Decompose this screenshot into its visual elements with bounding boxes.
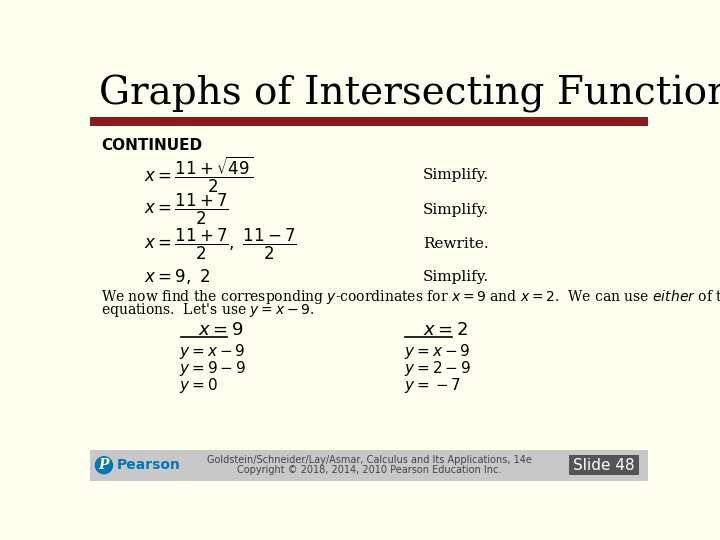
Text: $x = \dfrac{11 + \sqrt{49}}{2}$: $x = \dfrac{11 + \sqrt{49}}{2}$ xyxy=(144,155,253,195)
Text: $x = 9,\ 2$: $x = 9,\ 2$ xyxy=(144,267,210,286)
Text: $y = 9 - 9$: $y = 9 - 9$ xyxy=(179,359,246,377)
Text: Simplify.: Simplify. xyxy=(423,269,490,284)
Text: $x = \dfrac{11+7}{2},\ \dfrac{11-7}{2}$: $x = \dfrac{11+7}{2},\ \dfrac{11-7}{2}$ xyxy=(144,227,297,262)
Text: CONTINUED: CONTINUED xyxy=(101,138,202,153)
Text: Graphs of Intersecting Functions: Graphs of Intersecting Functions xyxy=(99,75,720,113)
FancyBboxPatch shape xyxy=(90,117,648,126)
Text: $y = 2 - 9$: $y = 2 - 9$ xyxy=(404,359,471,377)
Text: Slide 48: Slide 48 xyxy=(573,458,634,472)
FancyBboxPatch shape xyxy=(90,450,648,481)
Text: We now find the corresponding $y$-coordinates for $x = 9$ and $x = 2$.  We can u: We now find the corresponding $y$-coordi… xyxy=(101,288,720,306)
Text: Copyright © 2018, 2014, 2010 Pearson Education Inc.: Copyright © 2018, 2014, 2010 Pearson Edu… xyxy=(237,465,501,475)
Text: $x = 2$: $x = 2$ xyxy=(423,321,468,340)
Text: $y = x - 9$: $y = x - 9$ xyxy=(404,342,470,361)
FancyBboxPatch shape xyxy=(569,455,639,475)
Text: $x = \dfrac{11 + 7}{2}$: $x = \dfrac{11 + 7}{2}$ xyxy=(144,192,229,227)
Circle shape xyxy=(96,457,112,474)
Text: equations.  Let's use $y = x - 9$.: equations. Let's use $y = x - 9$. xyxy=(101,301,314,319)
Text: P: P xyxy=(99,458,109,472)
FancyBboxPatch shape xyxy=(90,126,648,481)
Text: $y = x - 9$: $y = x - 9$ xyxy=(179,342,246,361)
Text: Rewrite.: Rewrite. xyxy=(423,237,489,251)
Text: Pearson: Pearson xyxy=(117,458,181,472)
Text: Simplify.: Simplify. xyxy=(423,168,490,182)
Text: $x = 9$: $x = 9$ xyxy=(199,321,244,340)
Text: Goldstein/Schneider/Lay/Asmar, Calculus and Its Applications, 14e: Goldstein/Schneider/Lay/Asmar, Calculus … xyxy=(207,455,531,465)
Text: $y = 0$: $y = 0$ xyxy=(179,376,218,395)
FancyBboxPatch shape xyxy=(90,65,648,117)
Text: $y = -7$: $y = -7$ xyxy=(404,376,461,395)
Text: Simplify.: Simplify. xyxy=(423,202,490,217)
